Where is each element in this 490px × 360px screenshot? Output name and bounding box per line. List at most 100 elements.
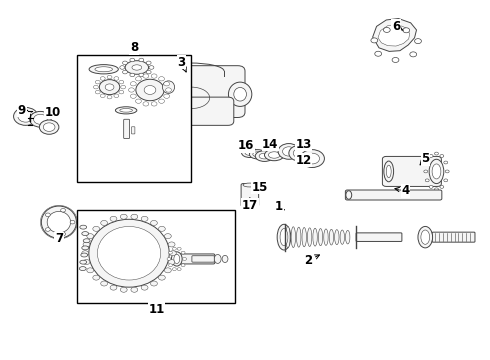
Circle shape <box>110 216 117 221</box>
Circle shape <box>82 251 89 256</box>
Ellipse shape <box>243 203 257 207</box>
Circle shape <box>70 220 75 224</box>
Ellipse shape <box>80 225 87 229</box>
Circle shape <box>61 208 66 212</box>
Circle shape <box>120 66 124 69</box>
Circle shape <box>110 285 117 290</box>
Circle shape <box>119 80 124 84</box>
Ellipse shape <box>228 82 252 107</box>
Ellipse shape <box>89 219 169 287</box>
Circle shape <box>168 242 175 247</box>
Bar <box>77 55 192 182</box>
Ellipse shape <box>33 114 47 124</box>
Ellipse shape <box>14 108 38 125</box>
Text: 13: 13 <box>295 138 312 151</box>
Circle shape <box>172 247 176 250</box>
FancyBboxPatch shape <box>382 157 441 186</box>
Circle shape <box>100 94 105 98</box>
FancyBboxPatch shape <box>356 233 402 242</box>
Text: 2: 2 <box>304 254 319 267</box>
Text: 17: 17 <box>242 198 258 212</box>
Ellipse shape <box>278 144 299 159</box>
Circle shape <box>141 285 148 290</box>
Circle shape <box>165 268 172 273</box>
Text: 15: 15 <box>251 181 268 194</box>
Circle shape <box>114 77 119 80</box>
Polygon shape <box>373 18 416 51</box>
Text: 16: 16 <box>238 139 254 152</box>
Ellipse shape <box>255 151 274 161</box>
Circle shape <box>131 214 138 219</box>
Ellipse shape <box>41 206 76 238</box>
Ellipse shape <box>172 252 182 266</box>
Circle shape <box>181 251 185 254</box>
Circle shape <box>159 99 165 103</box>
FancyBboxPatch shape <box>123 119 129 139</box>
Circle shape <box>429 185 433 188</box>
Circle shape <box>46 213 50 217</box>
Circle shape <box>150 281 157 286</box>
Ellipse shape <box>132 65 142 70</box>
Circle shape <box>143 102 149 106</box>
Ellipse shape <box>243 183 257 187</box>
Ellipse shape <box>234 87 246 101</box>
Text: 1: 1 <box>275 200 284 213</box>
Ellipse shape <box>386 165 391 178</box>
Ellipse shape <box>307 228 312 247</box>
Circle shape <box>410 52 416 57</box>
Circle shape <box>122 70 127 74</box>
Circle shape <box>392 58 399 63</box>
Circle shape <box>136 99 142 103</box>
Ellipse shape <box>116 107 137 114</box>
Circle shape <box>121 214 127 219</box>
Circle shape <box>107 95 112 99</box>
Circle shape <box>94 85 98 89</box>
Circle shape <box>151 74 157 78</box>
Ellipse shape <box>80 260 87 264</box>
Ellipse shape <box>39 120 59 134</box>
Ellipse shape <box>89 64 118 74</box>
Circle shape <box>93 275 99 280</box>
Ellipse shape <box>82 246 89 250</box>
Ellipse shape <box>296 227 301 247</box>
Circle shape <box>61 232 66 236</box>
Circle shape <box>122 61 127 65</box>
Circle shape <box>425 161 429 164</box>
Ellipse shape <box>432 164 441 179</box>
Ellipse shape <box>95 67 113 72</box>
Ellipse shape <box>120 109 132 112</box>
Ellipse shape <box>329 229 334 245</box>
Circle shape <box>107 75 112 79</box>
Circle shape <box>95 80 100 84</box>
FancyBboxPatch shape <box>241 184 259 206</box>
Circle shape <box>100 77 105 80</box>
Circle shape <box>169 251 172 254</box>
Ellipse shape <box>293 149 306 158</box>
Circle shape <box>149 66 154 69</box>
Circle shape <box>46 228 50 231</box>
Ellipse shape <box>289 145 310 161</box>
Bar <box>77 210 235 303</box>
Circle shape <box>121 287 127 292</box>
Ellipse shape <box>253 152 263 157</box>
Circle shape <box>164 82 170 86</box>
Circle shape <box>440 154 444 157</box>
Circle shape <box>435 152 439 155</box>
Circle shape <box>93 226 99 231</box>
Circle shape <box>168 260 175 265</box>
Text: 6: 6 <box>392 20 403 33</box>
Text: 11: 11 <box>148 303 165 316</box>
Circle shape <box>429 154 433 157</box>
Ellipse shape <box>324 229 328 246</box>
Ellipse shape <box>345 230 350 244</box>
Circle shape <box>440 185 444 188</box>
Text: 5: 5 <box>420 152 429 165</box>
Circle shape <box>141 216 148 221</box>
Circle shape <box>131 287 138 292</box>
Text: 10: 10 <box>45 105 61 119</box>
Ellipse shape <box>82 231 89 235</box>
Ellipse shape <box>98 226 161 280</box>
Circle shape <box>130 58 135 62</box>
Ellipse shape <box>162 81 174 93</box>
Circle shape <box>183 257 187 260</box>
